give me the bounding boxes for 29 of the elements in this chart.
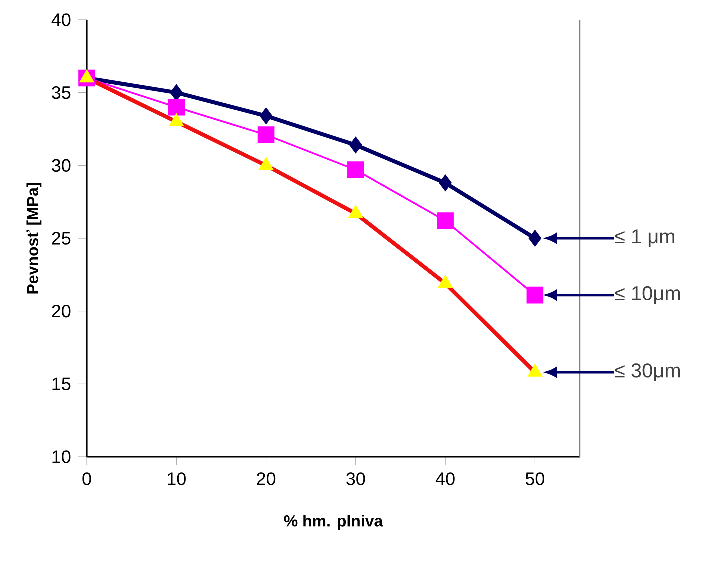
y-tick-label: 20 [52,304,71,318]
x-tick-label: 0 [82,472,92,486]
x-tick-label: 30 [346,472,366,486]
y-tick-label: 25 [52,232,71,245]
point [168,98,186,116]
point [439,174,452,192]
y-tick-label: 35 [52,86,71,100]
point [526,286,544,304]
point [528,230,542,247]
x-tick-label: 40 [436,472,455,486]
text: ≤ 10μm [615,286,680,304]
text: ≤ 30μm [615,364,680,382]
y-tick-label: 30 [52,159,71,172]
y-tick-label: 15 [52,378,71,390]
point [528,364,543,377]
point [258,126,275,144]
point [260,108,273,125]
y-axis-title: Pevnosť [MPa] [26,183,42,294]
point [348,162,364,178]
x-tick-label: 20 [257,472,276,486]
y-tick-label: 10 [52,450,71,464]
point [350,136,362,154]
x-tick-label: 10 [168,472,186,486]
point [437,212,454,230]
x-tick-label: 50 [526,472,545,486]
x-axis-title: % hm. plniva [284,515,384,530]
y-tick-label: 40 [52,14,71,26]
text: ≤ 1 μm [615,230,674,248]
point [438,275,453,288]
